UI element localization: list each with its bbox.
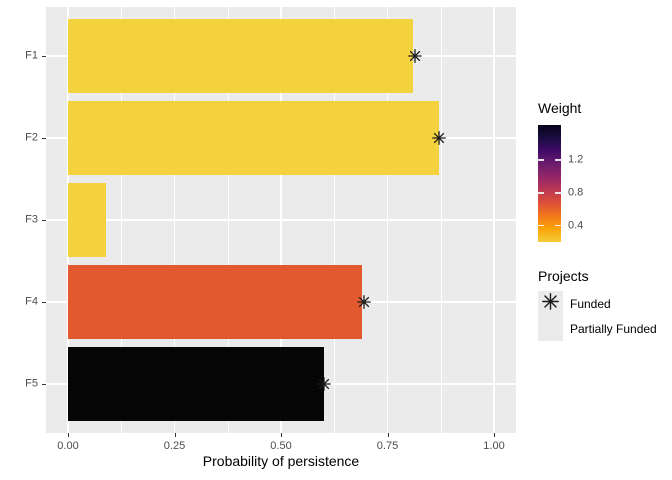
x-axis-tick — [174, 433, 176, 437]
plot-panel — [46, 7, 516, 433]
y-tick-label-F3: F3 — [25, 213, 38, 226]
x-axis-tick — [387, 433, 389, 437]
y-tick-label-F1: F1 — [25, 49, 38, 62]
y-tick-label-F5: F5 — [25, 377, 38, 390]
colorbar-tick-label: 1.2 — [568, 153, 584, 166]
legend-item-funded: Funded — [538, 291, 611, 316]
weight-colorbar — [538, 125, 561, 242]
x-axis-tick — [281, 433, 282, 437]
legend-item-label: Partially Funded — [570, 321, 657, 336]
projects-legend-title: Projects — [538, 268, 589, 284]
colorbar-tick — [538, 192, 544, 194]
asterisk-icon — [432, 131, 447, 145]
funded-marker-F2 — [432, 131, 447, 150]
bar-F5 — [68, 346, 324, 421]
gridline-y-major — [46, 219, 516, 221]
funded-marker-F5 — [316, 376, 331, 396]
y-tick-label-F4: F4 — [25, 295, 38, 308]
weight-legend-title: Weight — [538, 100, 582, 116]
colorbar-tick — [555, 192, 561, 194]
funded-marker-F4 — [357, 295, 371, 314]
legend-item-partially-funded: Partially Funded — [538, 316, 657, 341]
bar-F4 — [68, 265, 362, 339]
x-axis-title: Probability of persistence — [202, 453, 360, 469]
x-tick-label: 0.25 — [163, 440, 186, 452]
colorbar-tick-label: 0.8 — [568, 186, 584, 199]
legend-item-label: Funded — [570, 296, 611, 311]
colorbar-tick — [555, 224, 561, 227]
x-axis-tick — [494, 433, 495, 437]
y-tick-label-F2: F2 — [25, 131, 38, 144]
partially-funded-legend-key — [538, 316, 563, 341]
asterisk-icon — [542, 292, 559, 315]
asterisk-icon — [316, 376, 331, 391]
bar-F2 — [68, 101, 439, 175]
x-tick-label: 0.50 — [270, 440, 292, 452]
y-axis-tick — [42, 301, 46, 303]
x-axis-tick — [68, 433, 69, 437]
funded-legend-key — [538, 291, 563, 316]
y-axis-tick — [42, 383, 46, 385]
x-tick-label: 1.00 — [483, 440, 505, 452]
y-axis-tick — [42, 220, 46, 221]
asterisk-icon — [407, 49, 422, 63]
bar-F3 — [68, 183, 107, 257]
bar-F1 — [68, 19, 414, 93]
x-tick-label: 0.75 — [376, 440, 399, 452]
y-axis-tick — [42, 138, 46, 140]
y-axis-tick — [42, 56, 46, 58]
colorbar-tick — [538, 159, 544, 161]
colorbar-tick-label: 0.4 — [568, 219, 584, 232]
colorbar-tick — [555, 159, 561, 161]
asterisk-icon — [357, 295, 371, 309]
funded-marker-F1 — [407, 49, 422, 68]
x-tick-label: 0.00 — [57, 440, 79, 452]
asterisk-icon — [542, 292, 559, 310]
colorbar-tick — [538, 224, 544, 227]
